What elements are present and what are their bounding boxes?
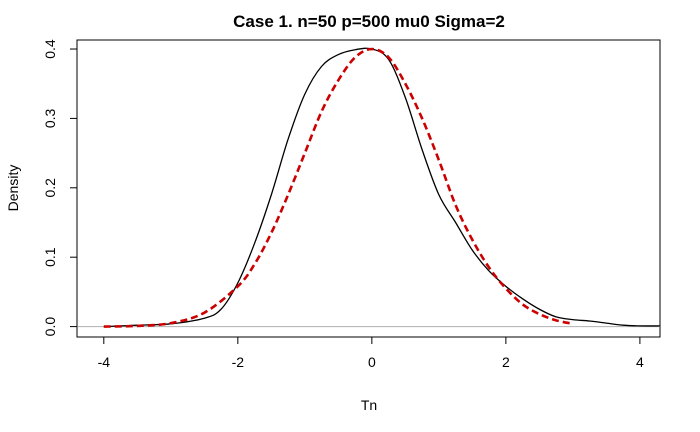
x-tick-label: -2 bbox=[232, 354, 245, 370]
x-tick-label: 0 bbox=[368, 354, 376, 370]
y-axis-label: Density bbox=[5, 165, 21, 212]
plot-frame bbox=[76, 39, 661, 338]
y-tick-label: 0.4 bbox=[42, 39, 58, 59]
x-axis-label: Tn bbox=[361, 397, 377, 413]
empirical-density-curve bbox=[103, 47, 661, 328]
x-tick-label: 4 bbox=[636, 354, 644, 370]
x-tick-label: 2 bbox=[502, 354, 510, 370]
x-axis: -4 -2 0 2 4 bbox=[98, 336, 644, 370]
y-tick-label: 0.0 bbox=[42, 317, 58, 337]
x-tick-label: -4 bbox=[98, 354, 111, 370]
y-axis: 0.0 0.1 0.2 0.3 0.4 bbox=[42, 39, 78, 337]
y-tick-label: 0.1 bbox=[42, 247, 58, 267]
y-tick-label: 0.2 bbox=[42, 178, 58, 198]
chart-title: Case 1. n=50 p=500 mu0 Sigma=2 bbox=[233, 12, 505, 31]
y-tick-label: 0.3 bbox=[42, 108, 58, 128]
series-layer bbox=[103, 47, 661, 328]
reference-density-curve bbox=[103, 47, 574, 328]
